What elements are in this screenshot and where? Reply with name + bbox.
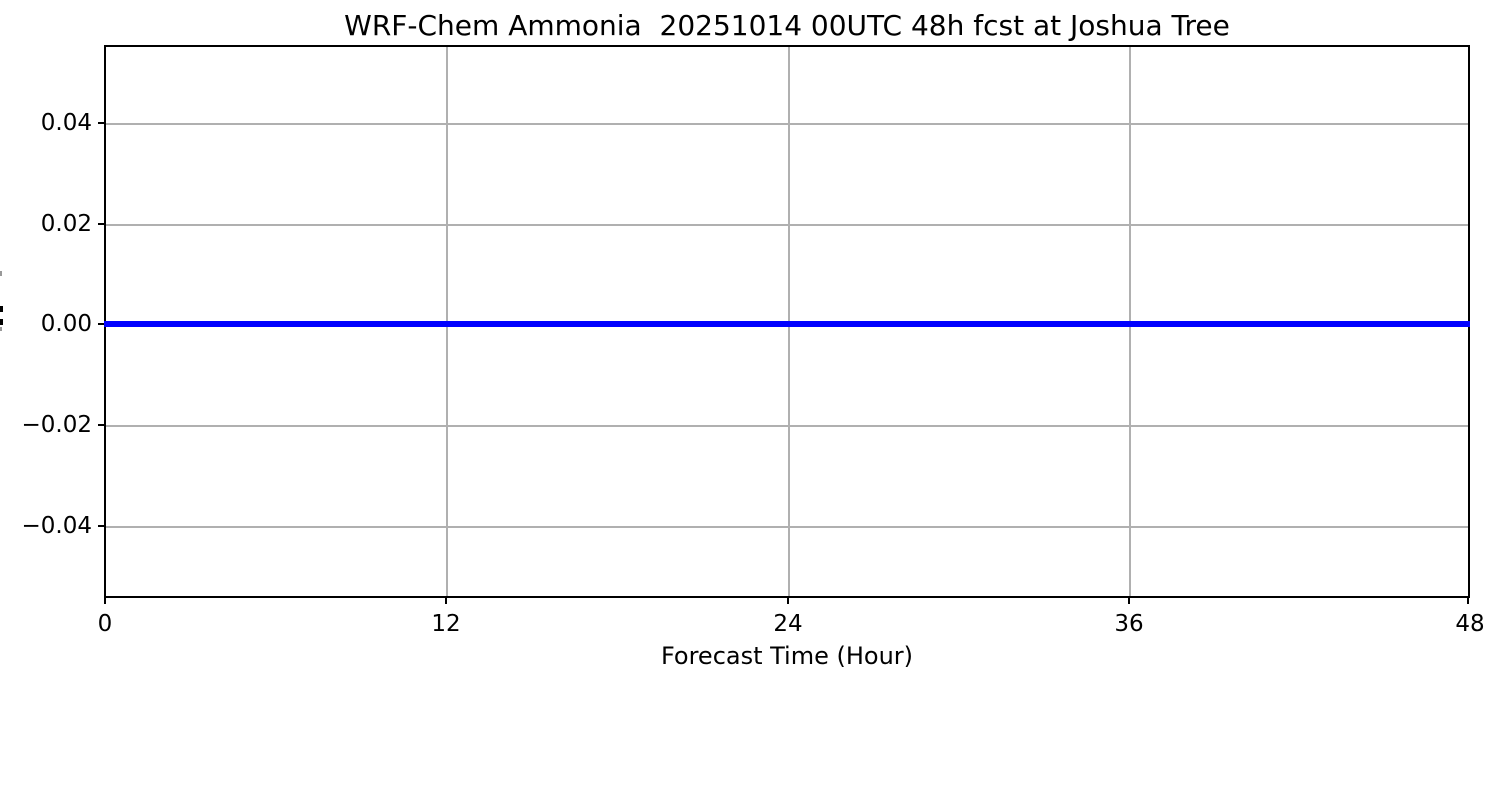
ammonia-series-line <box>104 321 1470 327</box>
y-axis-label-fragment-mark <box>0 306 3 312</box>
y-tick-label-0.04: 0.04 <box>40 110 92 136</box>
x-tick-mark-12 <box>445 598 447 604</box>
gridline-y--0.04 <box>104 526 1470 528</box>
plot-area <box>104 45 1470 598</box>
x-tick-mark-48 <box>1467 598 1469 604</box>
y-tick-mark-0.00 <box>98 323 104 325</box>
gridline-y--0.02 <box>104 425 1470 427</box>
y-axis-label-fragment-mark <box>0 271 2 276</box>
y-tick-mark-0.04 <box>98 122 104 124</box>
y-tick-label-0.00: 0.00 <box>40 311 92 337</box>
chart-title: WRF-Chem Ammonia 20251014 00UTC 48h fcst… <box>344 9 1230 42</box>
y-tick-label--0.04: −0.04 <box>21 513 92 539</box>
x-tick-mark-36 <box>1128 598 1130 604</box>
y-tick-label-0.02: 0.02 <box>40 211 92 237</box>
y-tick-label--0.02: −0.02 <box>21 412 92 438</box>
y-tick-mark-0.02 <box>98 223 104 225</box>
gridline-y-0.04 <box>104 123 1470 125</box>
y-axis-label-fragment-mark <box>0 319 3 325</box>
x-tick-mark-24 <box>787 598 789 604</box>
x-tick-mark-0 <box>104 598 106 604</box>
x-axis-label: Forecast Time (Hour) <box>660 642 914 670</box>
y-tick-mark--0.02 <box>98 424 104 426</box>
x-tick-label-0: 0 <box>97 611 113 637</box>
x-tick-label-36: 36 <box>1114 611 1144 637</box>
gridline-y-0.02 <box>104 224 1470 226</box>
y-axis-label-fragment-mark <box>0 327 2 331</box>
x-tick-label-48: 48 <box>1455 611 1485 637</box>
x-tick-label-24: 24 <box>773 611 803 637</box>
x-tick-label-12: 12 <box>431 611 461 637</box>
y-tick-mark--0.04 <box>98 525 104 527</box>
